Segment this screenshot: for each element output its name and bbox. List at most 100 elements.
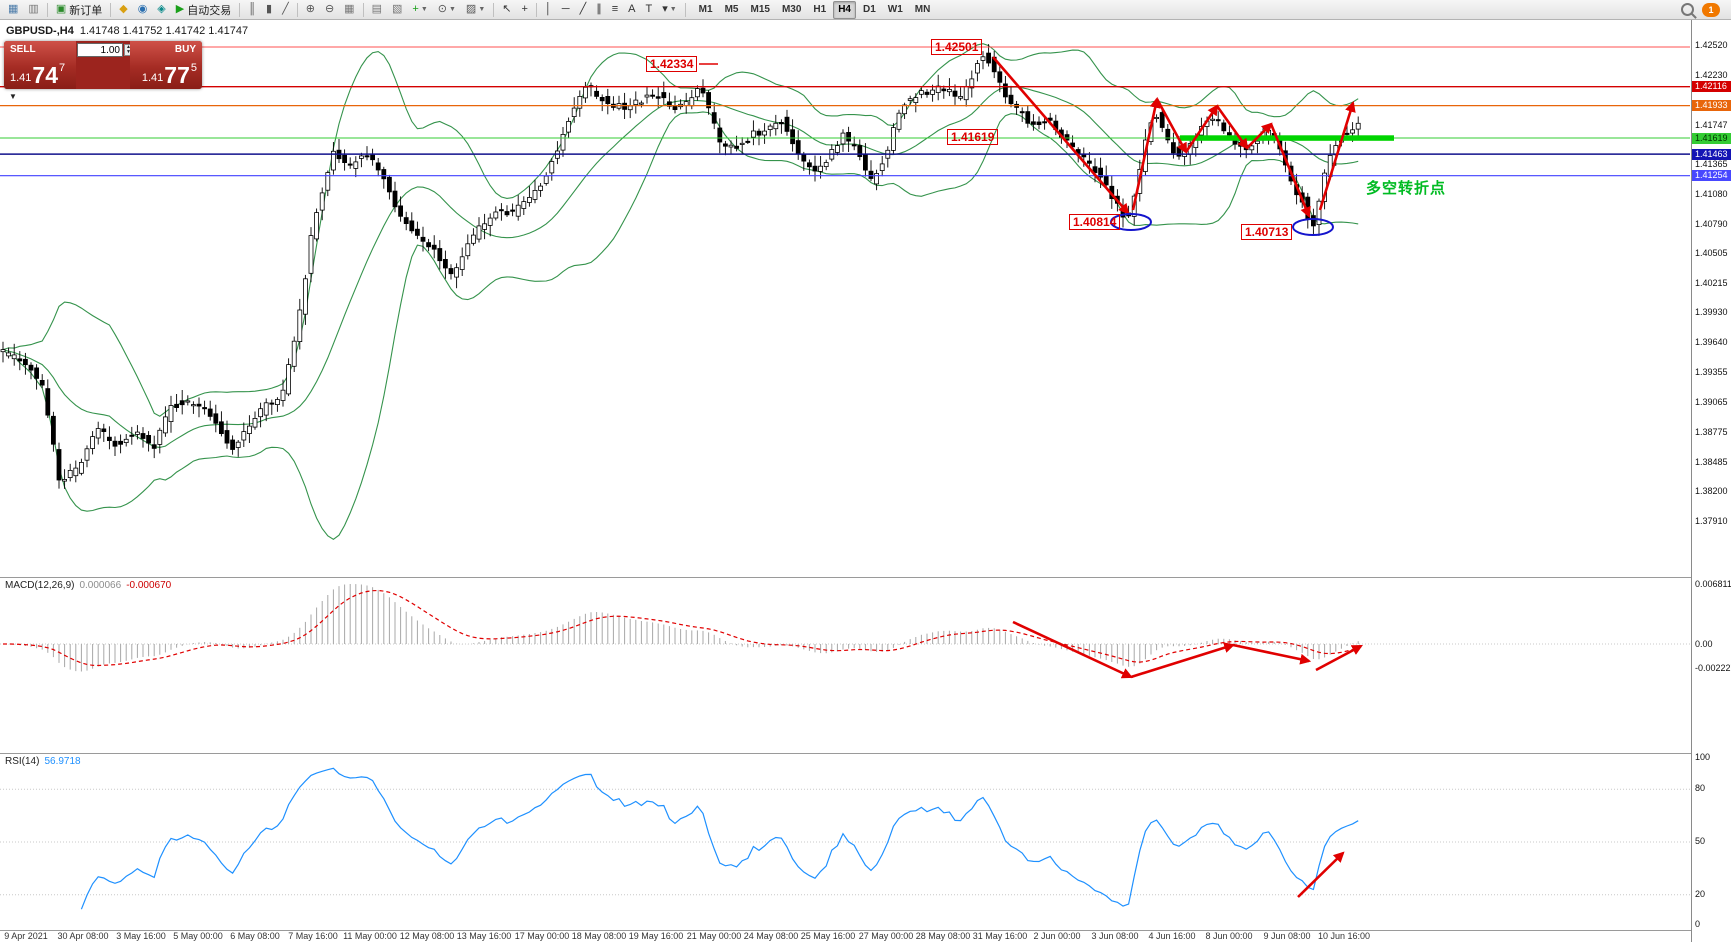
support-zone-band[interactable]: [1180, 135, 1394, 141]
time-label: 4 Jun 16:00: [1148, 931, 1196, 941]
timeframe-button-m5[interactable]: M5: [724, 4, 739, 15]
toolbar-separator: [493, 2, 495, 17]
turning-point-note[interactable]: 多空转折点: [1366, 180, 1447, 197]
notification-badge[interactable]: 1: [1702, 2, 1720, 17]
autotrading-button[interactable]: ▶ 自动交易: [172, 0, 235, 19]
hline-button[interactable]: ─: [558, 0, 574, 19]
strategy-tester-icon: ▤: [371, 3, 382, 15]
profiles-button[interactable]: ▥: [24, 0, 42, 19]
label-button[interactable]: T: [641, 0, 656, 19]
macd-panel-divider[interactable]: [0, 577, 1731, 578]
label-icon: T: [645, 3, 653, 15]
channel-button[interactable]: ∥: [592, 0, 606, 19]
time-label: 27 May 00:00: [858, 931, 914, 941]
metaeditor-button[interactable]: ◆: [115, 0, 131, 19]
toolbar-separator: [239, 2, 241, 17]
price-annotation[interactable]: 1.41619: [947, 129, 999, 145]
text-button[interactable]: A: [624, 0, 639, 19]
buy-button[interactable]: BUY 1.41 77 5: [130, 41, 202, 89]
rsi-panel-divider[interactable]: [0, 753, 1731, 754]
timeframe-button-m30[interactable]: M30: [781, 4, 802, 15]
sell-price-small: 1.41: [10, 72, 32, 84]
one-click-trading-panel: SELL 1.41 74 7 ▲▼ BUY 1.41 77 5: [4, 41, 202, 89]
zoom-out-icon: ⊖: [324, 3, 335, 15]
price-label: 1.42230: [1695, 70, 1728, 80]
new-chart-button[interactable]: ▦: [4, 0, 22, 19]
price-annotation[interactable]: 1.40713: [1241, 224, 1293, 240]
trend-arrows-main[interactable]: [992, 56, 1356, 219]
market-button[interactable]: ◈: [153, 0, 169, 19]
macd-axis-label: -0.002227: [1695, 663, 1731, 673]
rsi-label: RSI(14) 56.9718: [5, 756, 81, 767]
main-toolbar: ▦ ▥ ▣ 新订单 ◆ ◉ ◈ ▶ 自动交易 ║ ▮ ╱ ⊕ ⊖ ▦ ▤ ▧ + ▼ ⊙ ▼ ▨ ▼ ↖ + │ ─ ╱ ∥ ≡ A T ▾ ▼ …: [0, 0, 1731, 20]
time-label: 21 May 00:00: [686, 931, 742, 941]
price-annotation[interactable]: 1.40814: [1069, 214, 1121, 230]
timeframe-button-m1[interactable]: M1: [698, 4, 713, 15]
templates-button[interactable]: ▨ ▼: [462, 0, 489, 19]
time-axis-divider: [0, 930, 1731, 931]
macd-axis-label: 0.006811: [1695, 579, 1731, 589]
bar-chart-button[interactable]: ║: [244, 0, 260, 19]
price-annotation[interactable]: 1.42334: [646, 56, 698, 72]
zoom-in-button[interactable]: ⊕: [302, 0, 319, 19]
fibonacci-button[interactable]: ≡: [608, 0, 622, 19]
timeframe-button-m15[interactable]: M15: [750, 4, 770, 15]
zoom-out-button[interactable]: ⊖: [321, 0, 338, 19]
chevron-down-icon[interactable]: ▼: [448, 6, 456, 13]
community-button[interactable]: ◉: [134, 0, 152, 19]
buy-label: BUY: [174, 44, 196, 55]
price-label: 1.39930: [1695, 307, 1728, 317]
cursor-button[interactable]: ↖: [498, 0, 515, 19]
low-ellipses[interactable]: [1110, 213, 1334, 236]
price-label: 1.40790: [1695, 219, 1728, 229]
chevron-down-icon[interactable]: ▼: [669, 6, 677, 13]
price-line-badge: 1.41254: [1692, 170, 1731, 181]
one-click-collapse-button[interactable]: ▼: [9, 92, 17, 101]
time-label: 30 Apr 08:00: [57, 931, 109, 941]
search-icon[interactable]: [1681, 3, 1694, 16]
toolbar-separator: [684, 2, 686, 17]
sell-button[interactable]: SELL 1.41 74 7: [4, 41, 76, 89]
timeframe-button-w1[interactable]: W1: [887, 4, 903, 15]
profiles-icon: ▥: [28, 3, 39, 15]
macd-value-2: -0.000670: [126, 580, 172, 591]
sell-price-big: 74: [32, 62, 59, 89]
shapes-button[interactable]: ▾ ▼: [658, 0, 680, 19]
trendline-button[interactable]: ╱: [576, 0, 591, 19]
tile-windows-button[interactable]: ▦: [340, 0, 358, 19]
price-annotation[interactable]: 1.42501: [931, 39, 983, 55]
line-chart-button[interactable]: ╱: [278, 0, 293, 19]
time-label: 11 May 00:00: [343, 931, 397, 941]
chevron-down-icon[interactable]: ▼: [478, 6, 486, 13]
trend-arrows-rsi[interactable]: [1297, 851, 1345, 898]
timeframe-button-mn[interactable]: MN: [914, 4, 931, 15]
timeframe-button-d1[interactable]: D1: [862, 4, 876, 15]
crosshair-button[interactable]: +: [517, 0, 531, 19]
time-label: 19 May 16:00: [628, 931, 684, 941]
navigator-button[interactable]: ▧: [388, 0, 406, 19]
strategy-tester-button[interactable]: ▤: [368, 0, 386, 19]
trend-arrows-macd[interactable]: [1012, 620, 1363, 679]
horizontal-price-lines[interactable]: [0, 46, 1690, 177]
tile-windows-icon: ▦: [344, 3, 355, 15]
bar-chart-icon: ║: [248, 3, 257, 15]
zoom-in-icon: ⊕: [305, 3, 315, 15]
price-label: 1.41080: [1695, 189, 1728, 199]
rsi-axis-label: 80: [1695, 783, 1706, 793]
macd-signal-line: [3, 589, 1359, 667]
timeframe-button-h1[interactable]: H1: [813, 4, 827, 15]
symbol-name: GBPUSD-,H4: [6, 25, 74, 37]
add-indicator-button[interactable]: + ▼: [408, 0, 431, 19]
chevron-down-icon[interactable]: ▼: [420, 6, 428, 13]
vline-button[interactable]: │: [541, 0, 556, 19]
toolbar-buttons: ▦ ▥ ▣ 新订单 ◆ ◉ ◈ ▶ 自动交易 ║ ▮ ╱ ⊕ ⊖ ▦ ▤ ▧ + ▼ ⊙ ▼ ▨ ▼ ↖ + │ ─ ╱ ∥ ≡ A T ▾ ▼: [3, 0, 689, 19]
timeframe-button-h4[interactable]: H4: [833, 0, 856, 19]
new-order-button[interactable]: ▣ 新订单: [52, 0, 106, 19]
volume-input[interactable]: [77, 43, 123, 57]
community-icon: ◉: [137, 3, 148, 15]
candle-chart-button[interactable]: ▮: [262, 0, 276, 19]
periods-button[interactable]: ⊙ ▼: [434, 0, 460, 19]
price-axis[interactable]: 1.42520 1.42230 1.41747 1.41365 1.41080 1.407…: [1691, 20, 1731, 942]
ohlc-values: 1.41748 1.41752 1.41742 1.41747: [79, 25, 249, 37]
